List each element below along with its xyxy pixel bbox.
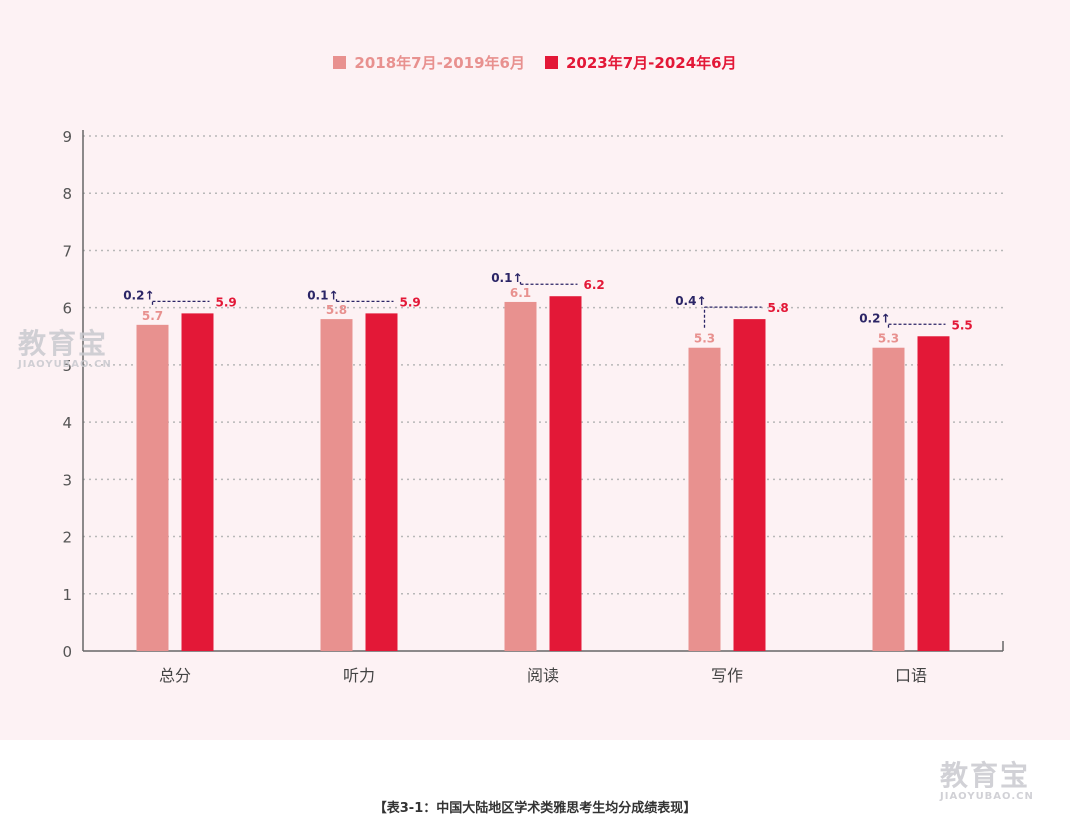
watermark-logo: 教育宝	[18, 327, 109, 360]
x-tick-label: 总分	[159, 666, 191, 685]
watermark-logo: 教育宝	[940, 759, 1031, 792]
legend-item-series-2: 2023年7月-2024年6月	[545, 52, 737, 73]
x-tick-label: 写作	[711, 666, 743, 685]
legend-item-series-1: 2018年7月-2019年6月	[333, 52, 525, 73]
data-label-series-1: 5.3	[878, 332, 899, 346]
chart-caption: 【表3-1：中国大陆地区学术类雅思考生均分成绩表现】	[373, 801, 697, 816]
data-label-series-1: 5.3	[694, 332, 715, 346]
watermark-domain: JIAOYUBAO.CN	[18, 359, 112, 370]
x-tick-label: 阅读	[527, 666, 559, 685]
watermark-right: 教育宝 JIAOYUBAO.CN	[940, 762, 1034, 802]
x-tick-label: 听力	[343, 666, 375, 685]
bar-series-2	[917, 336, 950, 651]
data-label-series-2: 5.9	[400, 295, 421, 309]
y-tick-label: 5	[62, 357, 72, 375]
y-tick-label: 4	[62, 414, 72, 432]
y-tick-label: 9	[62, 128, 72, 146]
data-label-series-2: 5.8	[768, 301, 789, 315]
bar-series-1	[320, 319, 353, 651]
change-label: 0.2↑	[123, 288, 154, 302]
bar-series-1	[688, 347, 721, 651]
legend-swatch-series-1	[333, 55, 347, 69]
data-label-series-2: 6.2	[584, 278, 605, 292]
change-label: 0.1↑	[491, 271, 522, 285]
change-label: 0.1↑	[307, 288, 338, 302]
y-tick-label: 0	[62, 643, 72, 661]
bar-series-1	[872, 347, 905, 651]
y-tick-label: 6	[62, 300, 72, 318]
bar-series-1	[504, 301, 537, 651]
legend-label-series-2: 2023年7月-2024年6月	[566, 53, 737, 72]
y-tick-label: 8	[62, 185, 72, 203]
y-tick-label: 3	[62, 471, 72, 489]
bar-series-2	[549, 296, 582, 651]
y-tick-label: 7	[62, 242, 72, 260]
data-label-series-2: 5.9	[216, 295, 237, 309]
watermark-domain: JIAOYUBAO.CN	[940, 791, 1034, 802]
legend-label-series-1: 2018年7月-2019年6月	[354, 53, 525, 72]
watermark-left: 教育宝 JIAOYUBAO.CN	[18, 330, 112, 370]
x-tick-label: 口语	[895, 666, 927, 685]
legend-swatch-series-2	[545, 55, 558, 69]
y-tick-label: 1	[62, 586, 72, 604]
bar-series-1	[136, 324, 169, 651]
bar-series-2	[733, 319, 766, 651]
data-label-series-1: 5.8	[326, 303, 347, 317]
y-tick-label: 2	[62, 529, 72, 547]
bar-series-2	[181, 313, 214, 651]
data-label-series-1: 5.7	[142, 309, 163, 323]
bar-series-2	[365, 313, 398, 651]
change-label: 0.4↑	[675, 294, 706, 308]
change-label: 0.2↑	[859, 311, 890, 325]
data-label-series-1: 6.1	[510, 286, 531, 300]
bar-chart: 0 1 2 3 4 5 6 7 8 9 5.7 5.9 0.2↑ 总分 5.8 5.9 0.1↑ 听力 6.1 6.2…	[62, 128, 1004, 685]
data-label-series-2: 5.5	[952, 318, 973, 332]
chart-legend: 2018年7月-2019年6月 2023年7月-2024年6月	[0, 48, 1070, 76]
